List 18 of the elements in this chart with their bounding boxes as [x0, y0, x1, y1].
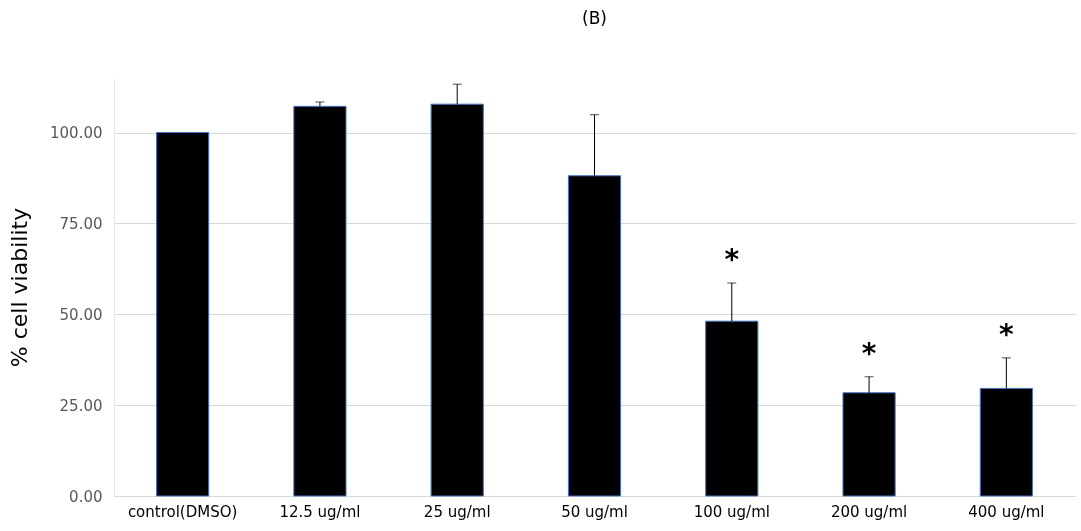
y-axis-title: % cell viability: [7, 207, 33, 368]
data-label: *: [999, 317, 1015, 351]
x-tick-label: 100 ug/ml: [693, 502, 770, 521]
x-tick-label: 400 ug/ml: [968, 502, 1045, 521]
x-tick-label: 50 ug/ml: [561, 502, 628, 521]
data-label: *: [861, 336, 877, 370]
chart-title: (B): [582, 8, 607, 28]
x-tick-label: 25 ug/ml: [423, 502, 491, 521]
y-tick-label: 100.00: [50, 124, 103, 143]
x-tick-label: 200 ug/ml: [830, 502, 908, 521]
bar: [156, 132, 210, 497]
y-tick-label: 75.00: [59, 214, 103, 233]
y-tick-label: 0.00: [69, 487, 103, 506]
x-tick-label: control(DMSO): [127, 502, 238, 521]
y-tick-label: 50.00: [59, 305, 103, 324]
x-tick-label: 12.5 ug/ml: [279, 502, 361, 521]
data-label: *: [724, 243, 740, 276]
y-tick-label: 25.00: [59, 396, 103, 415]
